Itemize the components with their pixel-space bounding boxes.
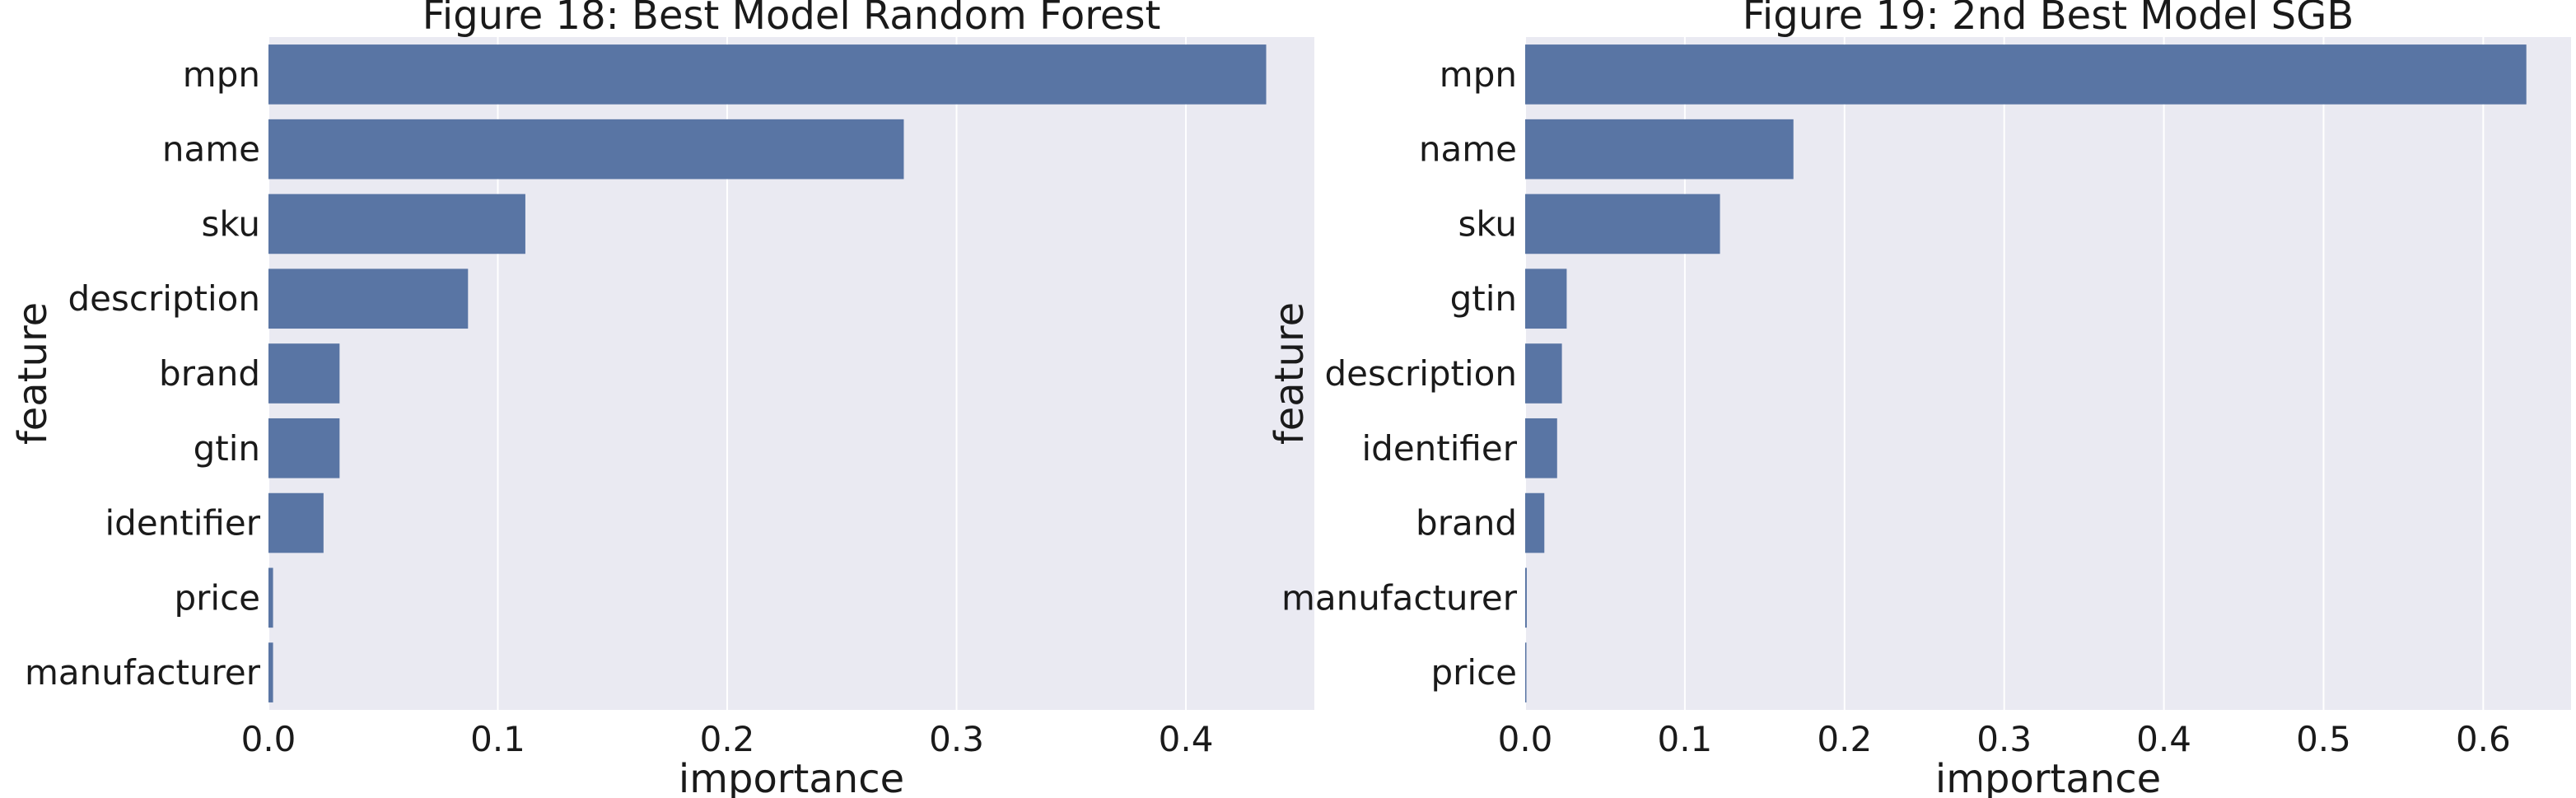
bar-sku (268, 194, 525, 254)
chart-sgb: mpn name sku gtin description identifier brand… (1267, 0, 2571, 798)
ytick-label: price (1430, 652, 1517, 693)
ytick-label: brand (1416, 503, 1517, 544)
x-axis-label: importance (679, 756, 904, 798)
chart-title: Figure 19: 2nd Best Model SGB (1743, 0, 2354, 39)
x-axis-label: importance (1935, 756, 2161, 798)
bar-identifier (1525, 418, 1557, 478)
ytick-label: name (1419, 129, 1517, 170)
xtick-label: 0.0 (241, 719, 296, 759)
xtick-label: 0.5 (2296, 719, 2351, 759)
bar-mpn (268, 44, 1267, 105)
bar-name (1525, 119, 1794, 180)
ytick-label: sku (201, 203, 260, 244)
bar-description (268, 268, 469, 329)
xtick-label: 0.1 (1657, 719, 1712, 759)
xtick-label: 0.4 (1159, 719, 1214, 759)
bar-manufacturer (1525, 567, 1527, 628)
xtick-label: 0.3 (1976, 719, 2032, 759)
ytick-label: identifier (1362, 428, 1518, 469)
bar-brand (268, 343, 340, 404)
xtick-label: 0.0 (1498, 719, 1553, 759)
ytick-label: identifier (105, 503, 261, 544)
ytick-label: description (1324, 353, 1517, 394)
bar-gtin (1525, 268, 1567, 329)
ytick-label: manufacturer (25, 652, 261, 693)
xtick-label: 0.2 (700, 719, 755, 759)
ytick-label: sku (1458, 203, 1517, 244)
xtick-label: 0.3 (929, 719, 984, 759)
bar-name (268, 119, 904, 180)
bar-description (1525, 343, 1562, 404)
ytick-label: gtin (1450, 278, 1517, 319)
xtick-label: 0.1 (470, 719, 525, 759)
ytick-label: description (68, 278, 260, 319)
bar-manufacturer (268, 642, 273, 702)
ytick-label: price (174, 577, 260, 618)
bar-price (268, 567, 273, 628)
bar-price (1525, 642, 1527, 702)
y-axis-label: feature (1267, 302, 1313, 445)
bar-brand (1525, 492, 1545, 553)
bar-identifier (268, 492, 324, 553)
ytick-label: gtin (194, 428, 260, 469)
bar-mpn (1525, 44, 2527, 105)
y-axis-label: feature (10, 302, 56, 445)
bar-sku (1525, 194, 1720, 254)
xtick-label: 0.2 (1817, 719, 1872, 759)
ytick-label: mpn (183, 54, 260, 95)
ytick-label: brand (159, 353, 260, 394)
ytick-label: name (162, 129, 260, 170)
chart-title: Figure 18: Best Model Random Forest (422, 0, 1161, 39)
xtick-label: 0.4 (2136, 719, 2191, 759)
chart-random-forest: mpn name sku description brand gtin identifier… (10, 0, 1314, 798)
bar-gtin (268, 418, 340, 478)
xtick-label: 0.6 (2456, 719, 2511, 759)
ytick-label: mpn (1440, 54, 1517, 95)
ytick-label: manufacturer (1281, 577, 1518, 618)
